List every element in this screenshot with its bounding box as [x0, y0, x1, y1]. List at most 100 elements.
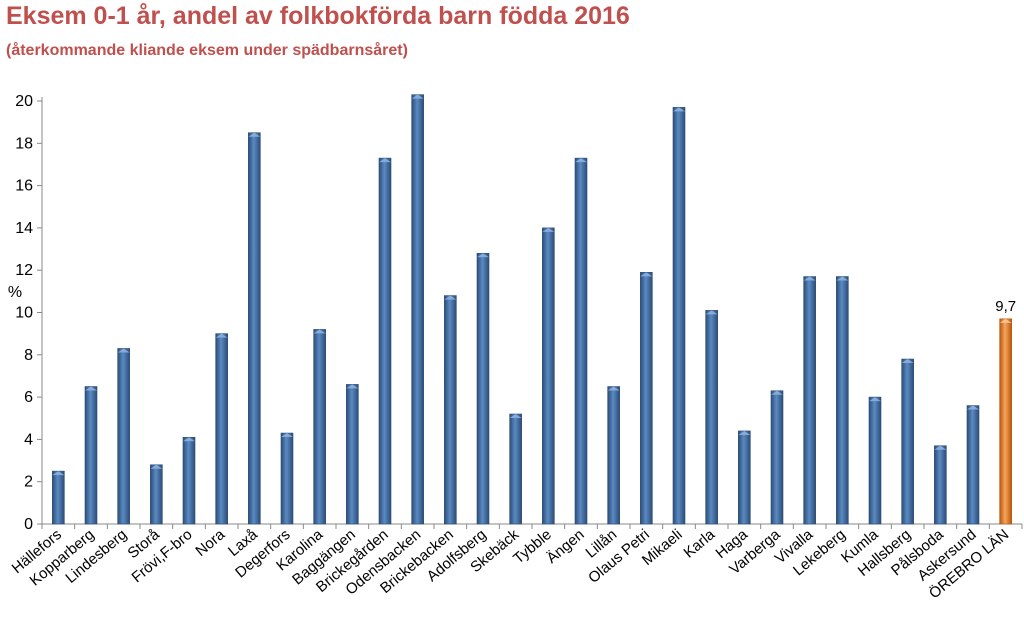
- bar-body: [868, 396, 882, 525]
- bar-body: [509, 413, 522, 525]
- bar-body: [836, 276, 849, 525]
- bar-cap: [477, 253, 489, 258]
- bar-body: [607, 386, 620, 525]
- bar: [476, 252, 490, 525]
- bar-body: [280, 432, 294, 525]
- bar-body: [84, 386, 98, 525]
- y-axis-label: %: [8, 284, 22, 301]
- bar-cap: [967, 405, 979, 410]
- bar-cap: [607, 386, 620, 391]
- bar-cap: [313, 329, 326, 334]
- bar-body: [770, 390, 784, 525]
- bar-cap: [379, 158, 391, 163]
- bar-body: [934, 445, 947, 525]
- x-tick-label: Ängen: [543, 526, 587, 567]
- x-tick-label: Nora: [192, 526, 228, 560]
- bar-body: [248, 132, 261, 525]
- bar-cap: [869, 397, 881, 402]
- x-tick-label: Karla: [680, 526, 718, 562]
- bar-body: [705, 310, 718, 525]
- bar: [836, 276, 849, 525]
- data-label: 9,7: [995, 298, 1016, 315]
- bar-cap: [248, 132, 261, 137]
- bar: [640, 272, 653, 525]
- y-tick-label: 12: [15, 262, 33, 279]
- bar-cap: [803, 276, 816, 281]
- bars: [52, 94, 1012, 525]
- bar: [378, 157, 392, 525]
- bar-cap: [673, 107, 685, 112]
- bar-body: [117, 348, 130, 525]
- bar: [738, 430, 751, 525]
- bar-body: [966, 405, 980, 525]
- bar-cap: [999, 318, 1012, 323]
- y-tick-label: 4: [24, 431, 33, 448]
- bar: [215, 333, 228, 525]
- y-tick-label: 18: [15, 135, 33, 152]
- bar: [150, 464, 163, 525]
- bar-cap: [509, 414, 522, 419]
- bar: [84, 386, 98, 525]
- bar-body: [574, 157, 588, 525]
- bar-cap: [836, 276, 849, 281]
- y-tick-label: 2: [24, 474, 33, 491]
- bar-cap: [444, 295, 457, 300]
- bar: [444, 295, 457, 525]
- bar: [705, 310, 718, 525]
- bar-body: [52, 470, 65, 525]
- bar-cap: [705, 310, 718, 315]
- chart-title: Eksem 0-1 år, andel av folkbokförda barn…: [6, 2, 630, 30]
- bar-cap: [215, 333, 228, 338]
- bar: [346, 384, 359, 525]
- bar: [803, 276, 816, 525]
- chart-subtitle: (återkommande kliande eksem under spädba…: [6, 42, 408, 59]
- y-tick-label: 10: [15, 305, 33, 322]
- bar-cap: [117, 348, 130, 353]
- bar-body: [444, 295, 457, 525]
- y-tick-label: 14: [15, 220, 33, 237]
- bar-cap: [411, 94, 424, 99]
- bar: [966, 405, 980, 525]
- bar: [509, 413, 522, 525]
- bar-body: [542, 227, 555, 525]
- axes: 0 2 4 6 8 10 12 14 16 18 20%: [8, 93, 1023, 533]
- bar-cap: [346, 384, 359, 389]
- y-tick-label: 6: [24, 389, 33, 406]
- bar: [52, 470, 65, 525]
- bar-body: [411, 94, 424, 525]
- bar-cap: [85, 386, 97, 391]
- bar-cap: [575, 158, 587, 163]
- bar: [313, 329, 326, 525]
- y-tick-label: 0: [24, 516, 33, 533]
- bar-body: [313, 329, 326, 525]
- bar-body: [738, 430, 751, 525]
- bar-body: [640, 272, 653, 525]
- bar-body: [999, 318, 1012, 525]
- bar-body: [901, 358, 914, 525]
- bar-cap: [771, 390, 783, 395]
- bar: [248, 132, 261, 525]
- bar: [574, 157, 588, 525]
- bar: [280, 432, 294, 525]
- bar-cap: [183, 437, 195, 442]
- y-tick-label: 16: [15, 178, 33, 195]
- bar-cap: [901, 359, 914, 364]
- bar: [117, 348, 130, 525]
- y-tick-label: 8: [24, 347, 33, 364]
- bar-cap: [934, 445, 947, 450]
- bar: [182, 436, 196, 525]
- bar: [672, 107, 686, 525]
- bar-cap: [640, 272, 653, 277]
- bar: [770, 390, 784, 525]
- bar: [411, 94, 424, 525]
- bar-cap: [542, 227, 555, 232]
- bar: [607, 386, 620, 525]
- bar-body: [215, 333, 228, 525]
- x-tick-label: Tybble: [510, 526, 555, 567]
- bar: [999, 318, 1012, 525]
- bar-body: [672, 107, 686, 525]
- bar: [868, 396, 882, 525]
- bar-body: [346, 384, 359, 525]
- bar-body: [182, 436, 196, 525]
